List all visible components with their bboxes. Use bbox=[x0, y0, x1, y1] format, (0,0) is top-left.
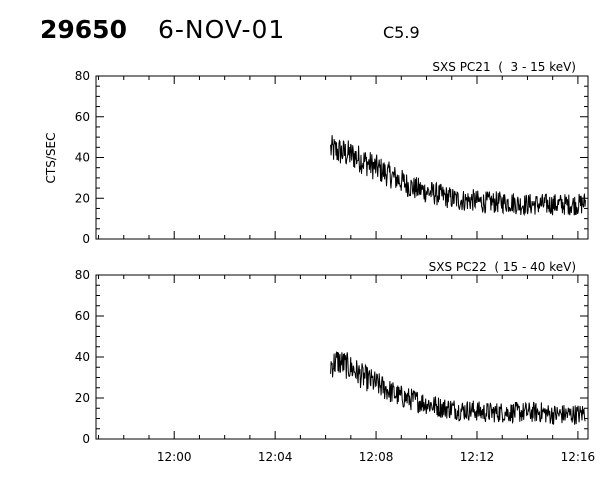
y-tick-label: 60 bbox=[75, 110, 90, 124]
panel-pc21: SXS PC21 ( 3 - 15 keV) CTS/SEC 0 20 40 60 80 bbox=[44, 60, 589, 246]
y-tick-label: 20 bbox=[75, 391, 90, 405]
y-tick-label: 40 bbox=[75, 350, 90, 364]
y-tick-label: 20 bbox=[75, 191, 90, 205]
y-tick-label: 80 bbox=[75, 69, 90, 83]
panel-title: SXS PC21 ( 3 - 15 keV) bbox=[432, 60, 576, 74]
panel-pc22: SXS PC22 ( 15 - 40 keV) 0 20 40 60 80 12:00 12… bbox=[75, 260, 595, 464]
event-date: 6-NOV-01 bbox=[158, 15, 286, 44]
y-tick-label: 0 bbox=[82, 232, 90, 246]
axis-ticks: 0 20 40 60 80 bbox=[75, 69, 588, 246]
event-id: 29650 bbox=[40, 15, 127, 44]
y-tick-label: 60 bbox=[75, 309, 90, 323]
x-tick-label: 12:04 bbox=[258, 450, 293, 464]
y-tick-label: 40 bbox=[75, 151, 90, 165]
x-tick-label: 12:16 bbox=[561, 450, 596, 464]
series-line-pc22 bbox=[330, 350, 586, 425]
series-line-pc21 bbox=[330, 135, 586, 217]
flare-class: C5.9 bbox=[383, 23, 420, 42]
y-tick-label: 0 bbox=[82, 432, 90, 446]
y-axis-label: CTS/SEC bbox=[44, 133, 58, 184]
panel-title: SXS PC22 ( 15 - 40 keV) bbox=[429, 260, 576, 274]
x-tick-label: 12:08 bbox=[359, 450, 394, 464]
axis-ticks: 0 20 40 60 80 12:00 12:04 12:08 12:12 12:16 bbox=[75, 268, 595, 464]
x-tick-label: 12:00 bbox=[157, 450, 192, 464]
x-tick-label: 12:12 bbox=[460, 450, 495, 464]
y-tick-label: 80 bbox=[75, 268, 90, 282]
